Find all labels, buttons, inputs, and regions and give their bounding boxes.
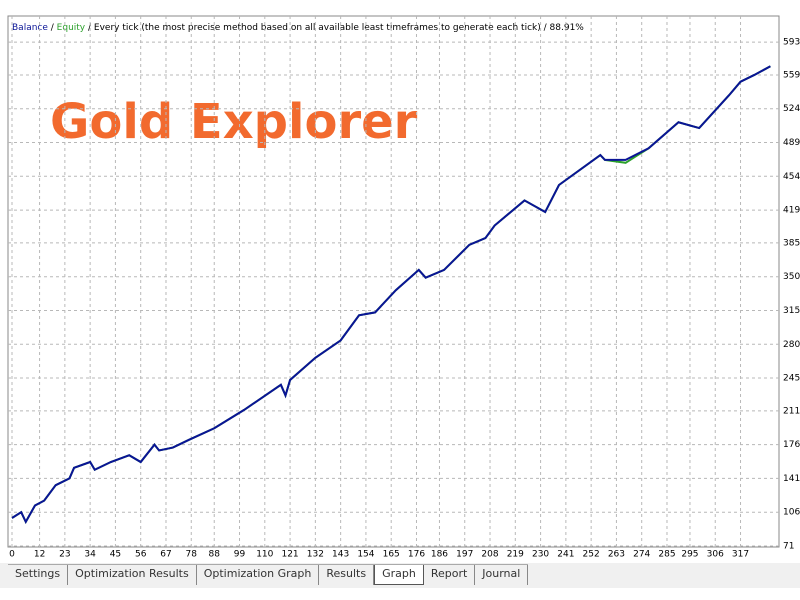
y-tick-label: 419 bbox=[783, 206, 800, 216]
x-tick-label: 186 bbox=[431, 550, 448, 560]
series-line bbox=[11, 65, 771, 525]
y-tick-label: 489 bbox=[783, 138, 800, 148]
tab[interactable]: Results bbox=[319, 565, 375, 585]
y-tick-label: 71 bbox=[783, 542, 794, 552]
x-tick-label: 143 bbox=[332, 550, 349, 560]
legend-entry: Balance bbox=[12, 23, 48, 33]
x-tick-label: 165 bbox=[383, 550, 400, 560]
y-tick-label: 559 bbox=[783, 70, 800, 80]
x-tick-label: 285 bbox=[658, 550, 675, 560]
quality: 88.91% bbox=[550, 23, 585, 33]
x-tick-label: 121 bbox=[281, 550, 298, 560]
x-tick-label: 99 bbox=[234, 550, 246, 560]
chart: Balance / Equity / Every tick (the most … bbox=[7, 15, 800, 560]
legend: Balance / Equity / Every tick (the most … bbox=[12, 23, 584, 33]
y-tick-label: 211 bbox=[783, 406, 800, 416]
x-tick-label: 208 bbox=[481, 550, 498, 560]
tab[interactable]: Settings bbox=[8, 565, 69, 585]
y-tick-label: 141 bbox=[783, 474, 800, 484]
y-tick-label: 385 bbox=[783, 238, 800, 248]
x-tick-label: 263 bbox=[608, 550, 625, 560]
y-tick-label: 280 bbox=[783, 340, 800, 350]
x-tick-label: 219 bbox=[507, 550, 524, 560]
y-tick-label: 106 bbox=[783, 508, 800, 518]
x-tick-label: 154 bbox=[357, 550, 374, 560]
tab[interactable]: Optimization Graph bbox=[197, 565, 320, 585]
y-tick-label: 176 bbox=[783, 440, 800, 450]
x-tick-label: 78 bbox=[186, 550, 198, 560]
x-tick-label: 230 bbox=[532, 550, 549, 560]
x-tick-label: 317 bbox=[732, 550, 749, 560]
y-tick-label: 245 bbox=[783, 374, 800, 384]
tab[interactable]: Optimization Results bbox=[68, 565, 197, 585]
tab[interactable]: Report bbox=[424, 565, 476, 585]
tabs: Settings Optimization Results Optimization… bbox=[8, 564, 529, 585]
x-tick-label: 132 bbox=[307, 550, 324, 560]
x-tick-label: 241 bbox=[557, 550, 574, 560]
x-tick-label: 197 bbox=[456, 550, 473, 560]
subtitle: Every tick (the most precise method base… bbox=[94, 23, 541, 33]
y-tick-label: 593 bbox=[783, 38, 800, 48]
x-tick-label: 306 bbox=[707, 550, 724, 560]
y-tick-label: 524 bbox=[783, 104, 800, 114]
x-tick-label: 34 bbox=[84, 550, 96, 560]
x-tick-label: 88 bbox=[209, 550, 221, 560]
annotation: Gold Explorer bbox=[50, 94, 418, 150]
tab[interactable]: Graph bbox=[374, 565, 424, 585]
x-tick-label: 23 bbox=[59, 550, 70, 560]
x-tick-label: 56 bbox=[135, 550, 147, 560]
y-tick-label: 350 bbox=[783, 272, 800, 282]
x-tick-label: 45 bbox=[110, 550, 121, 560]
tab[interactable]: Journal bbox=[475, 565, 529, 585]
legend-entry: Equity bbox=[57, 23, 86, 33]
y-tick-label: 454 bbox=[783, 172, 800, 182]
x-tick-label: 110 bbox=[256, 550, 273, 560]
x-tick-label: 12 bbox=[34, 550, 45, 560]
y-tick-label: 315 bbox=[783, 306, 800, 316]
x-tick-label: 274 bbox=[633, 550, 650, 560]
x-tick-label: 295 bbox=[681, 550, 698, 560]
x-tick-label: 176 bbox=[408, 550, 425, 560]
x-tick-label: 252 bbox=[583, 550, 600, 560]
x-tick-label: 67 bbox=[160, 550, 171, 560]
x-tick-label: 0 bbox=[9, 550, 15, 560]
